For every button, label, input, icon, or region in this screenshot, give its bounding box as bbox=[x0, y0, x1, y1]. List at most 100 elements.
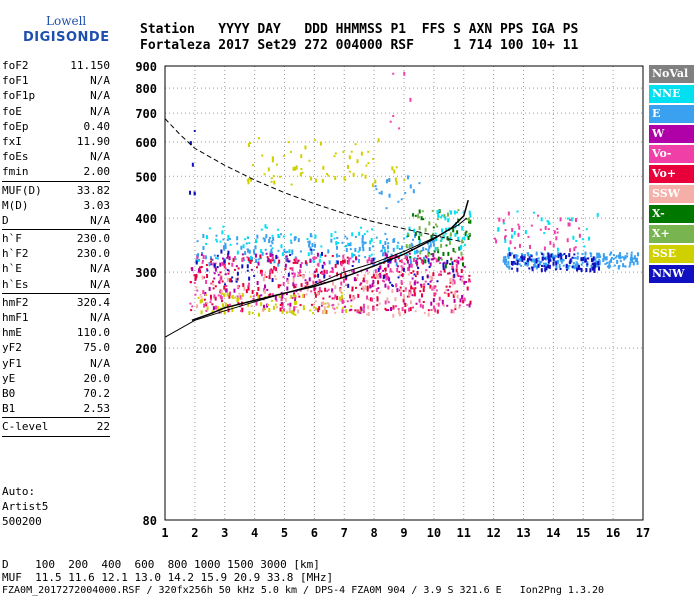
echo-point bbox=[263, 238, 266, 243]
echo-point bbox=[246, 264, 249, 269]
echo-point bbox=[285, 255, 288, 258]
echo-point bbox=[282, 281, 285, 286]
echo-point bbox=[334, 294, 337, 299]
echo-point bbox=[521, 255, 524, 260]
echo-point bbox=[331, 291, 334, 294]
echo-point bbox=[264, 284, 267, 289]
echo-point bbox=[388, 178, 391, 183]
echo-point bbox=[202, 290, 205, 295]
legend-item: NNE bbox=[649, 85, 694, 103]
echo-point bbox=[342, 278, 345, 283]
echo-point bbox=[344, 272, 347, 277]
echo-point bbox=[287, 141, 290, 144]
echo-point bbox=[394, 177, 397, 182]
echo-point bbox=[206, 302, 209, 305]
echo-point bbox=[344, 178, 347, 181]
echo-point bbox=[498, 217, 501, 222]
echo-point bbox=[435, 238, 438, 241]
echo-point bbox=[586, 263, 589, 266]
echo-point bbox=[361, 173, 364, 176]
echo-point bbox=[367, 311, 370, 316]
echo-point bbox=[275, 254, 278, 259]
echo-point bbox=[236, 295, 239, 298]
echo-point bbox=[340, 281, 343, 286]
echo-point bbox=[603, 255, 606, 260]
echo-point bbox=[364, 241, 367, 244]
echo-point bbox=[229, 243, 232, 246]
echo-point bbox=[254, 253, 257, 258]
echo-point bbox=[411, 277, 414, 280]
echo-point bbox=[199, 269, 202, 274]
echo-point bbox=[299, 289, 302, 292]
echo-point bbox=[449, 232, 452, 237]
echo-point bbox=[250, 177, 253, 182]
echo-point bbox=[294, 166, 297, 171]
echo-point bbox=[434, 308, 437, 313]
echo-point bbox=[381, 249, 384, 252]
echo-point bbox=[226, 304, 229, 307]
echo-point bbox=[294, 299, 297, 302]
echo-point bbox=[596, 212, 599, 217]
echo-point bbox=[288, 249, 291, 254]
echo-point bbox=[518, 258, 521, 263]
echo-point bbox=[366, 269, 369, 272]
muf-row: MUF 11.5 11.6 12.1 13.0 14.2 15.9 20.9 3… bbox=[2, 571, 334, 584]
echo-point bbox=[408, 263, 411, 268]
echo-point bbox=[469, 280, 472, 283]
echo-point bbox=[308, 243, 311, 248]
echo-point bbox=[540, 217, 543, 222]
echo-point bbox=[299, 250, 302, 253]
echo-point bbox=[420, 249, 423, 252]
echo-point bbox=[463, 297, 466, 302]
echo-point bbox=[314, 243, 317, 248]
echo-point bbox=[372, 273, 375, 278]
echo-point bbox=[376, 280, 379, 285]
echo-point bbox=[219, 274, 222, 277]
echo-point bbox=[221, 230, 224, 235]
echo-point bbox=[555, 236, 558, 241]
echo-point bbox=[399, 286, 402, 289]
param-row: foF1 N/A bbox=[2, 73, 110, 88]
echo-point bbox=[532, 264, 535, 269]
echo-point bbox=[257, 261, 260, 266]
echo-point bbox=[366, 272, 369, 275]
echo-point bbox=[423, 285, 426, 288]
echo-point bbox=[365, 164, 368, 167]
echo-point bbox=[275, 163, 278, 166]
echo-point bbox=[216, 266, 219, 269]
echo-point bbox=[558, 264, 561, 269]
echo-point bbox=[206, 269, 209, 272]
echo-point bbox=[247, 285, 250, 290]
echo-point bbox=[328, 260, 331, 265]
echo-point bbox=[561, 254, 564, 257]
echo-point bbox=[300, 283, 303, 288]
digisonde-logo: Lowell DIGISONDE bbox=[8, 8, 109, 48]
echo-point bbox=[213, 294, 216, 299]
echo-point bbox=[573, 265, 576, 270]
echo-point bbox=[456, 290, 459, 293]
echo-point bbox=[194, 293, 197, 296]
echo-point bbox=[258, 312, 261, 317]
echo-point bbox=[398, 270, 401, 273]
echo-point bbox=[530, 224, 533, 227]
echo-point bbox=[346, 300, 349, 303]
echo-point bbox=[552, 243, 555, 248]
echo-point bbox=[326, 305, 329, 308]
echo-point bbox=[392, 313, 395, 318]
echo-point bbox=[419, 257, 422, 260]
echo-point bbox=[342, 274, 345, 279]
echo-point bbox=[375, 287, 378, 292]
echo-point bbox=[421, 304, 424, 309]
echo-point bbox=[254, 239, 257, 244]
param-separator bbox=[2, 292, 110, 294]
echo-point bbox=[545, 266, 548, 271]
echo-point bbox=[410, 285, 413, 290]
echo-point bbox=[236, 285, 239, 288]
echo-point bbox=[386, 253, 389, 256]
echo-point bbox=[436, 218, 439, 221]
param-row: h`E N/A bbox=[2, 261, 110, 276]
echo-point bbox=[426, 275, 429, 278]
echo-point bbox=[270, 299, 273, 302]
echo-point bbox=[413, 292, 416, 297]
echo-point bbox=[423, 283, 426, 286]
